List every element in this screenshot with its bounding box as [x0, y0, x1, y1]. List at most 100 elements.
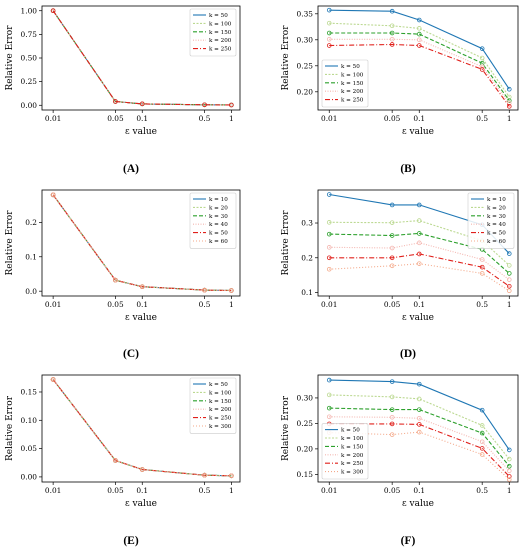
data-point: [50, 192, 56, 198]
y-tick-label: 0.75: [21, 30, 38, 39]
data-point: [202, 472, 207, 478]
legend: k = 50 k = 100 k = 150 k = 200 k = 250 k = 30…: [189, 377, 237, 434]
data-point: [506, 100, 512, 106]
series-line: [329, 407, 510, 467]
data-point: [506, 86, 512, 92]
legend-label: k = 50: [341, 428, 360, 434]
x-tick-label: 0.05: [384, 300, 401, 309]
data-point: [326, 43, 332, 48]
legend-label: k = 50: [487, 231, 506, 237]
series-line: [329, 394, 510, 460]
x-tick-label: 0.01: [321, 486, 337, 495]
y-tick-label: 0.1: [301, 288, 313, 297]
legend-label: k = 50: [209, 231, 228, 237]
data-point: [506, 251, 512, 256]
data-point: [416, 429, 422, 435]
data-point: [50, 377, 56, 382]
y-tick-label: 0.25: [297, 61, 314, 70]
data-point: [389, 407, 395, 412]
x-tick-label: 0.01: [45, 300, 61, 309]
data-point: [389, 233, 395, 238]
legend-label: k = 300: [209, 424, 232, 430]
x-tick-label: 0.1: [136, 486, 148, 495]
y-tick-label: 0.20: [297, 87, 314, 96]
x-axis-label: ε value: [125, 499, 157, 509]
data-point: [479, 439, 485, 445]
chart-panel: 0.01 0.05 0.1 0.5 1 0.15 0.20 0.25 0.30 ε value Re…: [281, 374, 519, 547]
y-tick-label: 0.1: [25, 252, 37, 261]
data-point: [326, 7, 332, 13]
legend: k = 50 k = 100 k = 150 k = 200 k = 250 k = 30…: [321, 423, 369, 480]
legend-label: k = 50: [341, 64, 360, 70]
series-line: [329, 32, 510, 101]
legend-label: k = 40: [487, 222, 506, 228]
legend-box: [321, 59, 369, 108]
y-tick-label: 0.00: [21, 473, 38, 482]
data-point: [326, 377, 332, 383]
data-point: [479, 452, 485, 457]
legend-label: k = 100: [209, 390, 232, 396]
x-tick-label: 0.1: [413, 114, 425, 123]
data-point: [506, 104, 512, 109]
chart-panel: 0.01 0.05 0.1 0.5 1 0.20 0.25 0.30 0.35 ε value Re…: [281, 5, 519, 175]
axes-frame: [317, 374, 519, 483]
data-point: [326, 192, 332, 197]
series-line: [329, 431, 510, 480]
panel-label: (E): [123, 535, 139, 547]
data-point: [389, 255, 395, 261]
data-point: [139, 101, 145, 107]
y-tick-label: 1.00: [21, 6, 38, 15]
data-point: [506, 474, 512, 479]
x-tick-label: 0.05: [384, 114, 401, 123]
data-point: [506, 277, 512, 282]
data-point: [506, 288, 512, 294]
data-point: [416, 43, 422, 48]
data-point: [416, 261, 422, 266]
x-tick-label: 1: [507, 486, 512, 495]
legend-label: k = 100: [341, 72, 364, 78]
data-point: [389, 220, 395, 225]
legend-label: k = 50: [209, 13, 228, 19]
series-line: [329, 43, 510, 107]
x-tick-label: 0.5: [199, 114, 211, 123]
x-axis-label: ε value: [402, 499, 434, 509]
x-tick-label: 1: [229, 486, 234, 495]
chart-panel: 0.01 0.05 0.1 0.5 1 0.00 0.05 0.10 0.15 ε value Re…: [5, 374, 241, 547]
x-tick-label: 0.1: [136, 114, 148, 123]
x-tick-label: 1: [507, 114, 512, 123]
x-tick-label: 1: [229, 300, 234, 309]
chart-panel: 0.01 0.05 0.1 0.5 1 0.00 0.25 0.50 0.75 1.00 ε val…: [5, 5, 241, 175]
y-tick-label: 0.2: [301, 253, 313, 262]
data-point: [389, 23, 395, 29]
data-point: [326, 231, 332, 237]
series-line: [329, 22, 510, 98]
x-tick-label: 0.05: [107, 486, 124, 495]
x-axis-label: ε value: [125, 313, 157, 323]
series-line: [52, 10, 232, 106]
legend-label: k = 200: [341, 453, 364, 459]
legend-label: k = 150: [209, 30, 232, 36]
data-point: [389, 8, 395, 14]
legend-label: k = 30: [487, 214, 506, 220]
data-point: [139, 467, 145, 472]
x-tick-label: 0.5: [199, 300, 211, 309]
x-tick-label: 0.05: [107, 300, 124, 309]
axes-frame: [41, 189, 241, 297]
data-point: [389, 421, 395, 427]
series-line: [52, 194, 232, 292]
data-point: [326, 414, 332, 420]
x-tick-label: 0.01: [321, 114, 337, 123]
data-point: [416, 17, 422, 23]
data-point: [416, 202, 422, 208]
y-tick-label: 0.30: [297, 394, 314, 403]
x-tick-label: 0.1: [136, 300, 148, 309]
x-axis-label: ε value: [402, 313, 434, 323]
data-point: [479, 264, 485, 270]
data-point: [326, 30, 332, 36]
data-point: [416, 240, 422, 246]
data-point: [326, 255, 332, 261]
data-point: [416, 31, 422, 37]
data-point: [416, 396, 422, 402]
series-line: [329, 416, 510, 472]
axes-frame: [317, 189, 519, 297]
